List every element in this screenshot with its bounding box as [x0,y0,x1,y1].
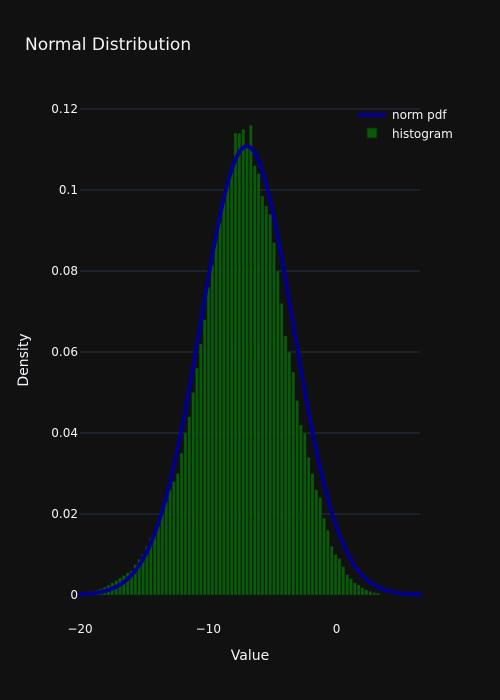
histogram-bar [368,591,372,596]
histogram-bar [264,205,269,596]
histogram-bar [364,589,369,596]
y-tick-label: 0.12 [51,102,78,116]
histogram-bar [356,584,361,596]
norm-pdf-line [78,144,422,597]
histogram-bar [210,264,215,596]
histogram-bar [318,497,322,596]
histogram-bar [260,195,265,596]
histogram-bar [218,222,222,596]
legend-histogram-label: histogram [392,127,453,141]
histogram-bar [172,481,176,596]
histogram-bar [337,558,342,596]
histogram-bar [125,572,130,596]
histogram-bar [283,335,288,596]
y-tick-label: 0 [70,588,78,602]
histogram-bar [306,457,311,596]
histogram-bar [237,133,242,596]
histogram-bar [202,319,207,596]
histogram-bar [303,432,307,596]
histogram-bar [160,513,165,596]
y-tick-label: 0.06 [51,345,78,359]
histogram-bar [179,453,184,596]
histogram-bar [129,570,134,596]
histogram-bar [329,546,334,596]
histogram-bar [345,574,349,596]
histogram-bar [353,582,357,596]
x-tick-label: −10 [196,622,221,636]
histogram-bar [268,214,272,596]
histogram-bar [164,501,168,596]
histogram-bar [152,534,157,596]
histogram-bar [310,473,315,596]
histogram-bar [249,124,253,596]
histogram-bar [333,554,338,596]
histogram-bar [376,593,380,596]
histogram-bar [187,416,192,596]
x-tick-label: −20 [67,622,92,636]
histogram-bar [272,242,276,596]
x-tick-labels: −20 −10 0 [67,622,340,636]
histogram-bar [276,270,280,596]
histogram-bar [233,133,238,596]
histogram-bar [183,432,188,596]
histogram-bar [206,287,211,596]
y-tick-label: 0.02 [51,507,78,521]
histogram-bar [156,525,161,596]
histogram-bar [326,530,330,596]
histogram-bar [168,489,172,596]
x-axis-title: Value [231,648,269,664]
histogram-bar [372,592,376,596]
histogram-bar [341,566,345,596]
y-tick-label: 0.08 [51,264,78,278]
y-axis-title: Density [16,333,32,386]
histogram-bar [279,303,284,596]
histogram-bar [176,473,180,596]
histogram-bar [241,129,245,596]
histogram-bar [199,343,203,596]
y-tick-label: 0.04 [51,426,78,440]
histogram-bar [133,564,138,596]
histogram-bar [226,181,230,596]
histogram-bar [314,489,319,596]
histogram-bar [299,424,303,596]
y-tick-labels: 0 0.02 0.04 0.06 0.08 0.1 0.12 [51,102,78,602]
histogram-bar [214,236,218,596]
histogram-bar [137,559,141,596]
legend[interactable]: norm pdf histogram [358,108,453,141]
histogram-bar [287,351,292,596]
histogram-bar [349,578,353,596]
histogram-bar [122,575,126,596]
histogram-bar [245,145,249,596]
pdf-line-layer [78,144,422,597]
legend-norm-pdf-label: norm pdf [392,108,447,122]
histogram-bar [256,173,261,596]
histogram-bar [291,372,295,596]
chart-title: Normal Distribution [25,35,191,55]
histogram-bar [145,546,149,596]
histogram-bar [222,201,226,596]
x-tick-label: 0 [333,622,341,636]
histogram-bar [253,165,257,596]
histogram-bar [295,400,299,596]
histogram-bar [322,517,326,596]
histogram-bar [360,587,365,596]
histogram-bar [191,392,195,596]
histogram-bar [195,368,199,596]
histogram-bar [229,165,234,596]
y-tick-label: 0.1 [59,183,78,197]
histogram-bar [141,554,145,596]
legend-histogram-swatch [366,127,378,139]
